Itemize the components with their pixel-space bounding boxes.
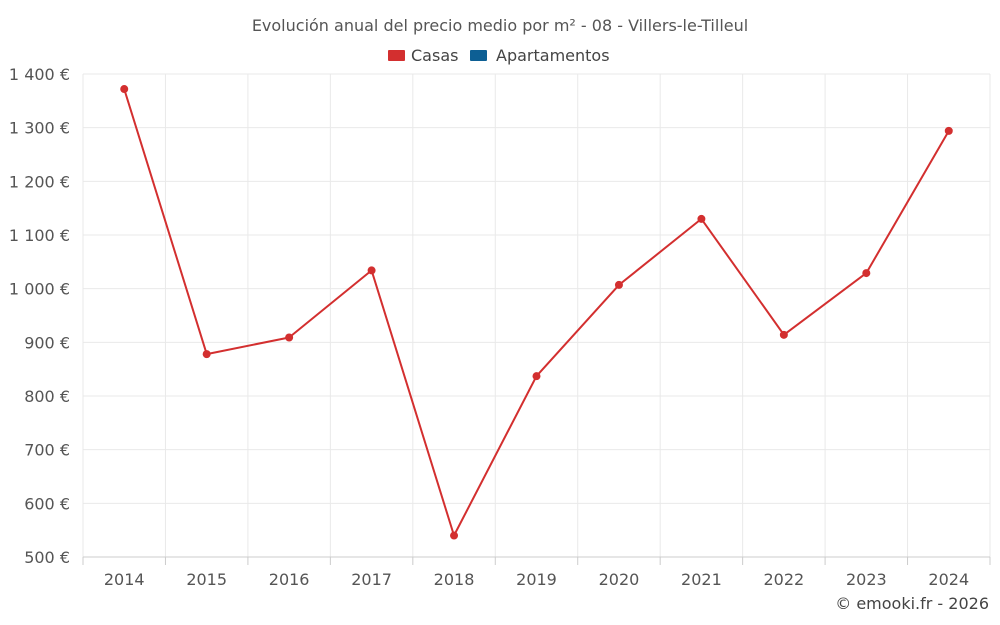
legend-item-apartamentos[interactable]: Apartamentos: [470, 46, 610, 65]
data-point-casas[interactable]: [285, 333, 294, 342]
legend: Casas Apartamentos: [388, 46, 610, 65]
y-tick-label: 1 400 €: [9, 65, 70, 84]
y-tick-label: 1 000 €: [9, 280, 70, 299]
data-point-casas[interactable]: [202, 350, 211, 359]
data-point-casas[interactable]: [532, 372, 541, 381]
data-point-casas[interactable]: [862, 269, 871, 278]
y-tick-label: 700 €: [24, 441, 70, 460]
data-point-casas[interactable]: [450, 531, 459, 540]
credit-text: © emooki.fr - 2026: [835, 594, 989, 613]
x-tick-label: 2021: [681, 570, 722, 589]
x-tick-label: 2016: [269, 570, 310, 589]
y-axis: 500 € 600 € 700 € 800 € 900 € 1 000 € 1 100 € 1…: [9, 65, 70, 567]
legend-item-casas[interactable]: Casas: [388, 46, 458, 65]
data-point-casas[interactable]: [367, 266, 376, 275]
y-tick-label: 600 €: [24, 494, 70, 513]
x-tick-label: 2020: [599, 570, 640, 589]
y-tick-label: 500 €: [24, 548, 70, 567]
legend-label-casas: Casas: [411, 46, 458, 65]
data-point-casas[interactable]: [779, 330, 788, 339]
legend-label-apartamentos: Apartamentos: [496, 46, 610, 65]
x-tick-label: 2019: [516, 570, 557, 589]
x-tick-label: 2023: [846, 570, 887, 589]
x-tick-label: 2018: [434, 570, 475, 589]
y-tick-label: 800 €: [24, 387, 70, 406]
y-tick-label: 1 300 €: [9, 119, 70, 138]
data-point-casas[interactable]: [944, 126, 953, 135]
x-tick-label: 2014: [104, 570, 145, 589]
x-tick-label: 2015: [186, 570, 227, 589]
y-tick-label: 1 200 €: [9, 172, 70, 191]
series-casas: [120, 85, 953, 540]
chart-title: Evolución anual del precio medio por m² …: [252, 16, 748, 35]
data-point-casas[interactable]: [697, 214, 706, 223]
legend-swatch-casas: [388, 50, 405, 61]
grid: [82, 73, 991, 558]
x-axis: 2014 2015 2016 2017 2018 2019 2020 2021 2022 2023…: [82, 556, 991, 589]
y-tick-label: 900 €: [24, 333, 70, 352]
x-tick-label: 2022: [764, 570, 805, 589]
y-tick-label: 1 100 €: [9, 226, 70, 245]
x-tick-label: 2017: [351, 570, 392, 589]
x-tick-label: 2024: [928, 570, 969, 589]
legend-swatch-apartamentos: [470, 50, 487, 61]
data-point-casas[interactable]: [120, 85, 129, 94]
data-point-casas[interactable]: [614, 280, 623, 289]
